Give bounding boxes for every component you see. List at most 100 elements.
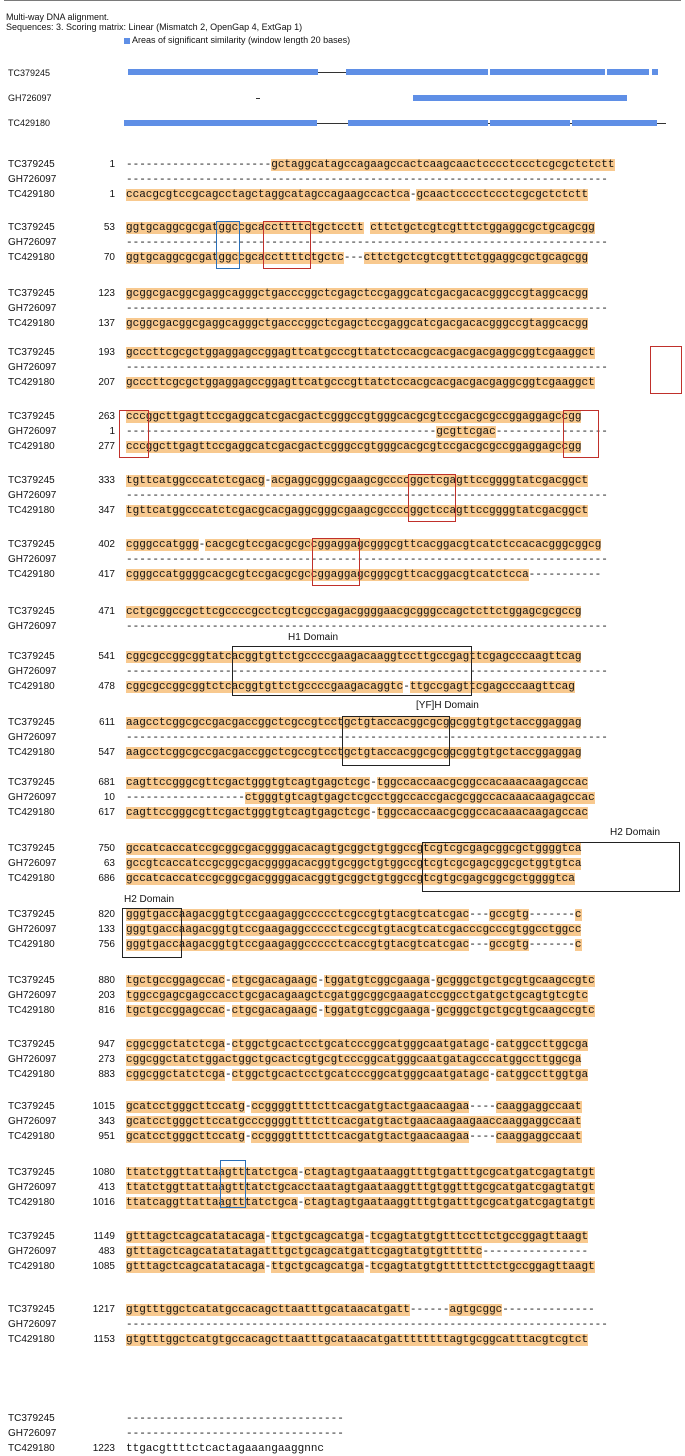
sequence-position: 207 bbox=[98, 377, 115, 388]
domain-label: H2 Domain bbox=[124, 894, 175, 905]
sequence-position: 277 bbox=[98, 441, 115, 452]
sequence-position: 478 bbox=[98, 681, 115, 692]
sequence-position: 70 bbox=[103, 252, 115, 263]
alignment-row: GH726097 --------------------------------… bbox=[0, 361, 685, 375]
alignment-row: TC379245 263 cccggcttgagttccgaggcatcgacgac… bbox=[0, 410, 685, 424]
sequence-text: gggtgaccaagacggtgtccgaagaggccccctcgccgtg… bbox=[126, 924, 582, 936]
sequence-text: ----------------------------------------… bbox=[126, 621, 608, 633]
sequence-name: GH726097 bbox=[8, 1246, 57, 1257]
alignment-row: TC429180 1016 ttatcaggttattaagtttatctgca-c… bbox=[0, 1196, 685, 1210]
overview-bar bbox=[348, 120, 488, 126]
sequence-position: 1149 bbox=[93, 1231, 115, 1242]
sequence-name: TC379245 bbox=[8, 777, 55, 788]
sequence-name: TC379245 bbox=[8, 1167, 55, 1178]
sequence-name: TC429180 bbox=[8, 681, 55, 692]
sequence-name: TC429180 bbox=[8, 873, 55, 884]
alignment-row: GH726097 --------------------------------… bbox=[0, 302, 685, 316]
sequence-name: TC379245 bbox=[8, 347, 55, 358]
sequence-text: gcccttcgcgctggaggagccggagttcatgcccgttatc… bbox=[126, 377, 595, 389]
overview-gap-line bbox=[256, 98, 260, 99]
sequence-position: 816 bbox=[98, 1005, 115, 1016]
sequence-name: GH726097 bbox=[8, 237, 57, 248]
sequence-text: gcatcctgggcttccatg-ccggggttttcttcacgatgt… bbox=[126, 1131, 582, 1143]
alignment-row: GH726097 413 ttatctggttattaagtttatctgcacct… bbox=[0, 1181, 685, 1195]
sequence-name: TC429180 bbox=[8, 1005, 55, 1016]
overview-bar bbox=[607, 69, 649, 75]
sequence-name: GH726097 bbox=[8, 1054, 57, 1065]
alignment-row: TC379245 1015 gcatcctgggcttccatg-ccggggttt… bbox=[0, 1100, 685, 1114]
sequence-text: ----------------------gctaggcatagccagaag… bbox=[126, 159, 615, 171]
sequence-position: 1217 bbox=[92, 1304, 115, 1315]
sequence-position: 10 bbox=[103, 792, 115, 803]
sequence-text: cagttccgggcgttcgactgggtgtcagtgagctcgc-tg… bbox=[126, 777, 589, 789]
sequence-name: TC379245 bbox=[8, 288, 55, 299]
sequence-name: TC379245 bbox=[8, 1231, 55, 1242]
sequence-text: ----------------------------------------… bbox=[126, 362, 608, 374]
alignment-row: TC379245 1 ----------------------gctaggcat… bbox=[0, 158, 685, 172]
sequence-name: GH726097 bbox=[8, 554, 57, 565]
sequence-position: 347 bbox=[98, 505, 115, 516]
sequence-name: GH726097 bbox=[8, 666, 57, 677]
sequence-position: 53 bbox=[103, 222, 115, 233]
alignment-row: GH726097 343 gcatcctgggcttccatgcccggggtttt… bbox=[0, 1115, 685, 1129]
sequence-text: tgttcatggcccatctcgacgcacgaggcgggcgaagcgc… bbox=[126, 505, 589, 517]
overview-bar bbox=[652, 69, 658, 75]
sequence-position: 123 bbox=[98, 288, 115, 299]
alignment-row: TC429180 417 cgggccatggggcacgcgtccgacgcgcc… bbox=[0, 568, 685, 582]
alignment-row: GH726097 --------------------------------… bbox=[0, 1427, 685, 1441]
sequence-name: TC379245 bbox=[8, 717, 55, 728]
alignment-row: GH726097 --------------------------------… bbox=[0, 236, 685, 250]
sequence-text: cagttccgggcgttcgactgggtgtcagtgagctcgc-tg… bbox=[126, 807, 589, 819]
sequence-text: cgggccatggg-cacgcgtccgacgcgccggaggagcggg… bbox=[126, 539, 602, 551]
sequence-text: ------------------ctgggtgtcagtgagctcgcct… bbox=[126, 792, 595, 804]
sequence-position: 880 bbox=[98, 975, 115, 986]
sequence-name: TC379245 bbox=[8, 606, 55, 617]
sequence-text: ggtgcaggcgcgatggccgcaccttttctgctcctt ctt… bbox=[126, 222, 595, 234]
sequence-name: GH726097 bbox=[8, 362, 57, 373]
alignment-row: TC379245 123 gcggcgacggcgaggcagggctgacccgg… bbox=[0, 287, 685, 301]
sequence-position: 137 bbox=[98, 318, 115, 329]
sequence-text: cccggcttgagttccgaggcatcgacgactcgggccgtgg… bbox=[126, 441, 582, 453]
legend-text: Areas of significant similarity (window … bbox=[132, 35, 351, 45]
sequence-position: 611 bbox=[99, 717, 115, 728]
sequence-text: cggcgccggcggtatcacggtgttctgccccgaagacaag… bbox=[126, 651, 582, 663]
sequence-position: 681 bbox=[98, 777, 115, 788]
sequence-name: GH726097 bbox=[8, 732, 57, 743]
sequence-text: gcatcctgggcttccatgcccggggttttcttcacgatgt… bbox=[126, 1116, 582, 1128]
sequence-position: 402 bbox=[98, 539, 115, 550]
sequence-name: TC429180 bbox=[8, 1443, 55, 1454]
sequence-name: TC379245 bbox=[8, 159, 55, 170]
sequence-name: GH726097 bbox=[8, 1182, 57, 1193]
sequence-text: gtttagctcagcatatacaga-ttgctgcagcatga-tcg… bbox=[126, 1231, 589, 1243]
sequence-position: 1 bbox=[109, 189, 115, 200]
sequence-name: TC429180 bbox=[8, 441, 55, 452]
sequence-name: TC379245 bbox=[8, 222, 55, 233]
alignment-row: GH726097 --------------------------------… bbox=[0, 665, 685, 679]
sequence-text: ----------------------------------------… bbox=[126, 490, 608, 502]
alignment-row: TC379245 193 gcccttcgcgctggaggagccggagttca… bbox=[0, 346, 685, 360]
sequence-name: TC429180 bbox=[8, 1261, 55, 1272]
alignment-row: GH726097 --------------------------------… bbox=[0, 173, 685, 187]
sequence-text: gtttagctcagcatatatagatttgctgcagcatgattcg… bbox=[126, 1246, 589, 1258]
alignment-row: GH726097 --------------------------------… bbox=[0, 553, 685, 567]
sequence-text: ----------------------------------------… bbox=[126, 426, 608, 438]
sequence-name: TC429180 bbox=[8, 1197, 55, 1208]
sequence-name: TC379245 bbox=[8, 975, 55, 986]
overview-bar bbox=[490, 120, 570, 126]
sequence-position: 1 bbox=[109, 426, 115, 437]
sequence-text: gcggcgacggcgaggcagggctgacccggctcgagctccg… bbox=[126, 318, 589, 330]
sequence-name: GH726097 bbox=[8, 303, 57, 314]
alignment-row: TC429180 1085 gtttagctcagcatatacaga-ttgctg… bbox=[0, 1260, 685, 1274]
sequence-name: GH726097 bbox=[8, 174, 57, 185]
sequence-text: cctgcggccgcttcgccccgcctcgtcgccgagacgggga… bbox=[126, 606, 582, 618]
domain-label: H1 Domain bbox=[288, 632, 339, 643]
alignment-row: GH726097 483 gtttagctcagcatatatagatttgctgc… bbox=[0, 1245, 685, 1259]
overview-bar bbox=[346, 69, 488, 75]
sequence-text: ----------------------------------------… bbox=[126, 1319, 608, 1331]
sequence-position: 203 bbox=[98, 990, 115, 1001]
overview-name-tc429180: TC429180 bbox=[8, 118, 51, 128]
alignment-row: GH726097 1 -------------------------------… bbox=[0, 425, 685, 439]
sequence-name: TC379245 bbox=[8, 651, 55, 662]
sequence-name: TC429180 bbox=[8, 252, 55, 263]
sequence-name: TC429180 bbox=[8, 505, 55, 516]
